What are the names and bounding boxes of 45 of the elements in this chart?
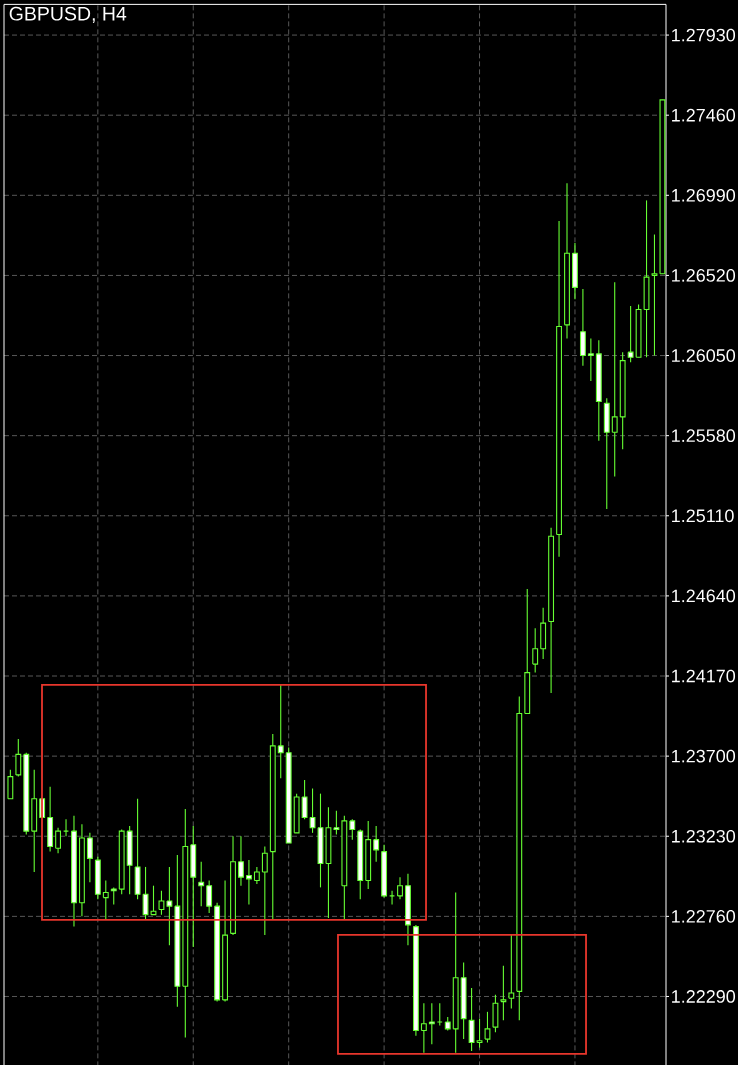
- candlestick: [397, 876, 403, 900]
- candlestick: [349, 818, 356, 841]
- candlestick: [301, 779, 308, 820]
- y-tick-label: 1.22760: [672, 910, 736, 923]
- candlestick: [500, 965, 507, 1021]
- candlestick: [373, 825, 380, 863]
- candlestick: [166, 866, 173, 946]
- y-tick-label: 1.25110: [672, 509, 734, 523]
- y-tick-label: 1.23700: [672, 749, 736, 763]
- candlestick: [508, 934, 515, 1009]
- y-tick-label: 1.27930: [672, 28, 736, 42]
- y-tick-label: 1.22290: [672, 990, 736, 1003]
- candlestick: [611, 281, 618, 478]
- candlestick: [579, 288, 586, 367]
- candlestick: [238, 835, 244, 887]
- y-tick-label: 1.26520: [672, 269, 736, 282]
- y-tick-label: 1.24170: [672, 669, 736, 683]
- candlestick: [277, 683, 284, 779]
- candlestick: [309, 787, 316, 834]
- candlestick: [484, 1011, 491, 1044]
- candlestick: [158, 890, 165, 916]
- chart-title: GBPUSD, H4: [9, 6, 127, 23]
- candlestick: [102, 880, 109, 921]
- y-tick-label: 1.25580: [672, 429, 736, 443]
- candlestick: [198, 861, 205, 907]
- candlestick: [333, 810, 340, 836]
- y-tick-label: 1.23230: [672, 829, 736, 843]
- candlestick: [428, 1002, 435, 1045]
- candlestick: [261, 845, 268, 936]
- candlestick: [245, 859, 252, 905]
- candlestick: [532, 627, 539, 674]
- candlestick: [55, 827, 62, 854]
- candlestick: [587, 337, 594, 382]
- y-tick-label: 1.24640: [672, 589, 736, 603]
- y-tick-label: 1.26050: [672, 349, 736, 362]
- candlestick: [436, 1002, 443, 1027]
- y-tick-label: 1.27460: [672, 108, 736, 122]
- y-tick-label: 1.26990: [672, 188, 736, 202]
- candlestick: [492, 994, 499, 1033]
- candlestick: [7, 769, 14, 800]
- candlestick: [86, 832, 93, 883]
- candlestick: [15, 738, 22, 778]
- candlestick: [420, 1002, 427, 1054]
- candlestick: [627, 305, 634, 363]
- candlestick: [206, 880, 213, 914]
